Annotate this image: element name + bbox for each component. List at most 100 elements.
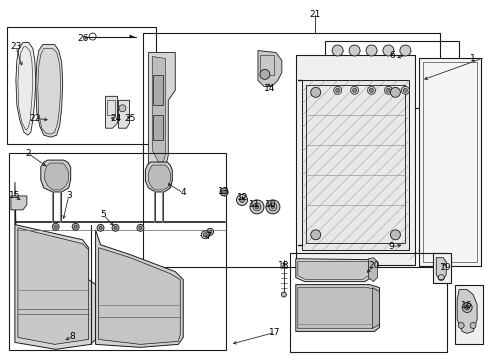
Polygon shape (36, 45, 62, 137)
Circle shape (367, 86, 375, 94)
Polygon shape (148, 165, 170, 190)
Polygon shape (297, 262, 368, 280)
Polygon shape (295, 285, 379, 332)
Circle shape (112, 224, 119, 231)
Text: 12: 12 (237, 193, 248, 202)
Bar (301, 80, 408, 250)
Circle shape (369, 88, 373, 92)
Bar (295, 55, 414, 265)
Circle shape (399, 45, 410, 56)
Bar (153, 75, 163, 105)
Bar (289, 253, 447, 352)
Circle shape (252, 203, 261, 211)
Polygon shape (295, 259, 371, 282)
Text: 4: 4 (180, 188, 185, 197)
Circle shape (461, 302, 471, 312)
Text: 23: 23 (10, 42, 21, 51)
Bar (106, 100, 114, 115)
Bar (324, 41, 458, 108)
Polygon shape (368, 258, 377, 282)
Circle shape (403, 88, 407, 92)
Circle shape (99, 226, 102, 229)
Circle shape (310, 230, 320, 240)
Bar (454, 285, 482, 345)
Text: 20: 20 (368, 261, 379, 270)
Circle shape (114, 226, 117, 229)
Bar (423, 62, 476, 262)
Circle shape (348, 45, 359, 56)
Polygon shape (118, 100, 129, 128)
Polygon shape (16, 42, 36, 135)
Circle shape (401, 86, 408, 94)
Text: 2: 2 (25, 149, 31, 158)
Polygon shape (258, 50, 281, 86)
Text: 8: 8 (70, 332, 75, 341)
Circle shape (366, 45, 376, 56)
Polygon shape (297, 288, 376, 328)
Circle shape (220, 188, 227, 196)
Bar (305, 85, 405, 243)
Text: 18: 18 (278, 261, 289, 270)
Circle shape (335, 88, 339, 92)
Circle shape (203, 233, 207, 237)
Text: 21: 21 (308, 10, 320, 19)
Bar (7, 27, 156, 144)
Text: 15: 15 (9, 192, 20, 201)
Circle shape (265, 200, 279, 214)
Polygon shape (99, 248, 180, 345)
Polygon shape (18, 228, 88, 345)
Circle shape (271, 206, 274, 208)
Circle shape (137, 224, 143, 231)
Circle shape (469, 323, 475, 328)
Text: 9: 9 (388, 242, 393, 251)
Circle shape (52, 223, 59, 230)
Bar (432, 253, 450, 283)
Text: 17: 17 (268, 328, 280, 337)
Polygon shape (45, 163, 68, 190)
Text: 26: 26 (77, 34, 88, 43)
Text: 22: 22 (29, 114, 41, 123)
Circle shape (249, 200, 264, 214)
Polygon shape (435, 258, 446, 280)
Polygon shape (11, 196, 27, 210)
Circle shape (74, 225, 77, 228)
Polygon shape (95, 230, 183, 347)
Text: 5: 5 (101, 210, 106, 219)
Circle shape (139, 226, 142, 229)
Circle shape (333, 86, 341, 94)
Polygon shape (145, 162, 172, 192)
Text: 1: 1 (469, 54, 475, 63)
Circle shape (457, 323, 463, 328)
Circle shape (268, 203, 276, 211)
Text: 24: 24 (110, 114, 121, 123)
Circle shape (464, 305, 468, 310)
Text: 19: 19 (439, 263, 450, 272)
Circle shape (382, 45, 393, 56)
Text: 6: 6 (389, 51, 394, 60)
Text: 16: 16 (461, 301, 472, 310)
Circle shape (222, 190, 225, 194)
Bar (260, 55, 273, 75)
Circle shape (331, 45, 343, 56)
Text: 25: 25 (124, 114, 136, 123)
Polygon shape (41, 160, 71, 192)
Circle shape (386, 88, 389, 92)
Circle shape (54, 225, 57, 228)
Polygon shape (372, 288, 379, 328)
Circle shape (254, 205, 259, 209)
Circle shape (310, 87, 320, 97)
Text: 14: 14 (264, 84, 275, 93)
Circle shape (389, 230, 400, 240)
Circle shape (352, 88, 356, 92)
Bar (419, 58, 480, 266)
Circle shape (208, 230, 211, 233)
Circle shape (97, 224, 104, 231)
Bar (143, 32, 439, 267)
Text: 7: 7 (205, 232, 211, 241)
Text: 3: 3 (66, 192, 71, 201)
Circle shape (201, 231, 209, 239)
Bar (153, 115, 163, 140)
Circle shape (72, 223, 79, 230)
Polygon shape (152, 57, 165, 162)
Text: 10: 10 (264, 201, 276, 210)
